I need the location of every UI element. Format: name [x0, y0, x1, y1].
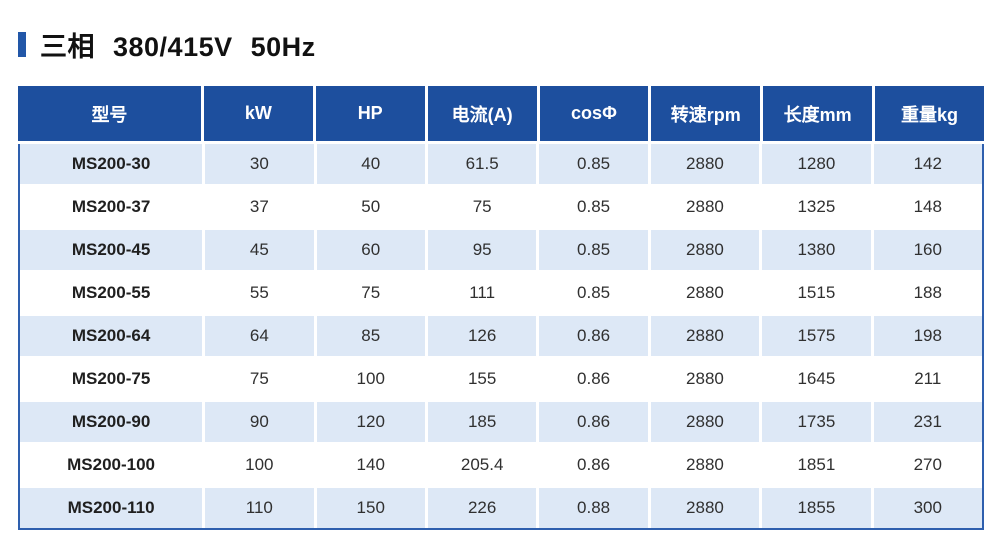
- cell-hp: 85: [316, 316, 425, 356]
- cell-speed: 2880: [650, 402, 760, 442]
- cell-model: MS200-75: [20, 359, 203, 399]
- cell-model: MS200-30: [20, 144, 203, 184]
- cell-kw: 55: [205, 273, 314, 313]
- column-header-weight: 重量kg: [875, 86, 984, 141]
- cell-current: 185: [427, 402, 537, 442]
- cell-cosphi: 0.85: [539, 230, 648, 270]
- title-accent-bar: [18, 32, 26, 57]
- cell-cosphi: 0.86: [539, 316, 648, 356]
- cell-hp: 120: [316, 402, 425, 442]
- cell-cosphi: 0.88: [539, 488, 648, 528]
- cell-weight: 270: [873, 445, 982, 485]
- cell-model: MS200-64: [20, 316, 203, 356]
- cell-kw: 90: [205, 402, 314, 442]
- table-row: MS200-100 100 140 205.4 0.86 2880 1851 2…: [20, 445, 982, 485]
- column-header-kw: kW: [203, 86, 313, 141]
- section-title: 三相 380/415V 50Hz: [18, 25, 1000, 64]
- cell-cosphi: 0.85: [539, 273, 648, 313]
- column-header-model: 型号: [18, 86, 201, 141]
- table-row: MS200-90 90 120 185 0.86 2880 1735 231: [20, 402, 982, 442]
- cell-current: 111: [427, 273, 537, 313]
- cell-speed: 2880: [650, 273, 760, 313]
- table-body: MS200-30 30 40 61.5 0.85 2880 1280 142 M…: [18, 144, 984, 530]
- cell-cosphi: 0.86: [539, 402, 648, 442]
- cell-length: 1645: [762, 359, 871, 399]
- cell-length: 1515: [762, 273, 871, 313]
- cell-model: MS200-37: [20, 187, 203, 227]
- cell-hp: 50: [316, 187, 425, 227]
- table-row: MS200-30 30 40 61.5 0.85 2880 1280 142: [20, 144, 982, 184]
- cell-cosphi: 0.86: [539, 445, 648, 485]
- table-row: MS200-37 37 50 75 0.85 2880 1325 148: [20, 187, 982, 227]
- table-row: MS200-55 55 75 111 0.85 2880 1515 188: [20, 273, 982, 313]
- cell-model: MS200-45: [20, 230, 203, 270]
- cell-current: 61.5: [427, 144, 537, 184]
- cell-kw: 64: [205, 316, 314, 356]
- cell-current: 126: [427, 316, 537, 356]
- cell-length: 1325: [762, 187, 871, 227]
- cell-length: 1735: [762, 402, 871, 442]
- cell-current: 226: [427, 488, 537, 528]
- cell-weight: 300: [873, 488, 982, 528]
- cell-speed: 2880: [650, 359, 760, 399]
- cell-length: 1280: [762, 144, 871, 184]
- cell-hp: 40: [316, 144, 425, 184]
- column-header-current: 电流(A): [427, 86, 537, 141]
- cell-model: MS200-90: [20, 402, 203, 442]
- cell-kw: 30: [205, 144, 314, 184]
- cell-hp: 150: [316, 488, 425, 528]
- table-row: MS200-110 110 150 226 0.88 2880 1855 300: [20, 488, 982, 528]
- cell-speed: 2880: [650, 445, 760, 485]
- column-header-hp: HP: [315, 86, 425, 141]
- cell-hp: 75: [316, 273, 425, 313]
- cell-cosphi: 0.85: [539, 187, 648, 227]
- table-row: MS200-75 75 100 155 0.86 2880 1645 211: [20, 359, 982, 399]
- cell-length: 1855: [762, 488, 871, 528]
- cell-weight: 198: [873, 316, 982, 356]
- cell-speed: 2880: [650, 144, 760, 184]
- cell-current: 155: [427, 359, 537, 399]
- cell-speed: 2880: [650, 488, 760, 528]
- cell-current: 95: [427, 230, 537, 270]
- cell-model: MS200-100: [20, 445, 203, 485]
- page-title: 三相 380/415V 50Hz: [40, 32, 316, 62]
- cell-speed: 2880: [650, 316, 760, 356]
- cell-speed: 2880: [650, 230, 760, 270]
- cell-cosphi: 0.86: [539, 359, 648, 399]
- cell-current: 75: [427, 187, 537, 227]
- column-header-cosphi: cosΦ: [539, 86, 649, 141]
- cell-hp: 140: [316, 445, 425, 485]
- cell-length: 1575: [762, 316, 871, 356]
- cell-hp: 60: [316, 230, 425, 270]
- column-header-length: 长度mm: [763, 86, 873, 141]
- cell-model: MS200-110: [20, 488, 203, 528]
- cell-model: MS200-55: [20, 273, 203, 313]
- cell-current: 205.4: [427, 445, 537, 485]
- cell-speed: 2880: [650, 187, 760, 227]
- cell-hp: 100: [316, 359, 425, 399]
- table-header-row: 型号 kW HP 电流(A) cosΦ 转速rpm 长度mm 重量kg: [18, 86, 984, 141]
- table-row: MS200-45 45 60 95 0.85 2880 1380 160: [20, 230, 982, 270]
- cell-cosphi: 0.85: [539, 144, 648, 184]
- cell-kw: 45: [205, 230, 314, 270]
- cell-kw: 110: [205, 488, 314, 528]
- cell-weight: 142: [873, 144, 982, 184]
- cell-kw: 75: [205, 359, 314, 399]
- cell-weight: 160: [873, 230, 982, 270]
- cell-kw: 100: [205, 445, 314, 485]
- cell-length: 1851: [762, 445, 871, 485]
- spec-table: 型号 kW HP 电流(A) cosΦ 转速rpm 长度mm 重量kg MS20…: [18, 86, 984, 530]
- cell-weight: 211: [873, 359, 982, 399]
- table-row: MS200-64 64 85 126 0.86 2880 1575 198: [20, 316, 982, 356]
- cell-kw: 37: [205, 187, 314, 227]
- cell-length: 1380: [762, 230, 871, 270]
- cell-weight: 188: [873, 273, 982, 313]
- cell-weight: 231: [873, 402, 982, 442]
- column-header-speed: 转速rpm: [651, 86, 761, 141]
- cell-weight: 148: [873, 187, 982, 227]
